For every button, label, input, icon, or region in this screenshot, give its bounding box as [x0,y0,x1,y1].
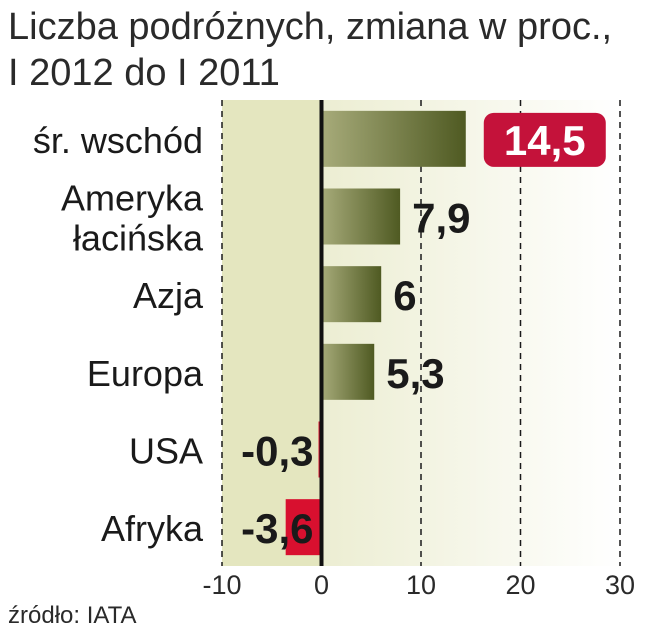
x-tick-label: -10 [202,570,241,600]
category-label: Europa [87,353,204,394]
category-label: Azja [133,275,204,316]
bar [321,343,375,400]
x-tick-label: 20 [505,570,535,600]
value-label: 7,9 [412,195,470,242]
bar [285,499,322,556]
chart-title-line-1: Liczba podróżnych, zmiana w proc., [8,6,613,48]
category-label: śr. wschód [33,120,203,161]
category-label: łacińska [73,218,204,259]
category-label: USA [129,431,203,472]
x-tick-label: 0 [314,570,329,600]
highlight-badge [483,112,606,167]
x-tick-label: 10 [406,570,436,600]
value-label: 6 [393,272,416,319]
x-tick-label: 30 [605,570,635,600]
category-label: Afryka [101,508,204,549]
value-label: -3,6 [241,505,313,552]
bar [321,266,382,323]
positive-zone-background [321,100,620,566]
bar [321,188,401,245]
negative-zone-background [222,100,322,566]
value-label: 14,5 [504,117,586,164]
chart-title: Liczba podróżnych, zmiana w proc., I 201… [8,4,638,96]
chart-title-line-2: I 2012 do I 2011 [8,52,280,94]
bar [321,110,466,167]
source-note: źródło: IATA [8,602,137,629]
value-label: 5,3 [386,350,444,397]
category-label: Ameryka [61,178,204,219]
value-label: -0,3 [241,428,313,475]
